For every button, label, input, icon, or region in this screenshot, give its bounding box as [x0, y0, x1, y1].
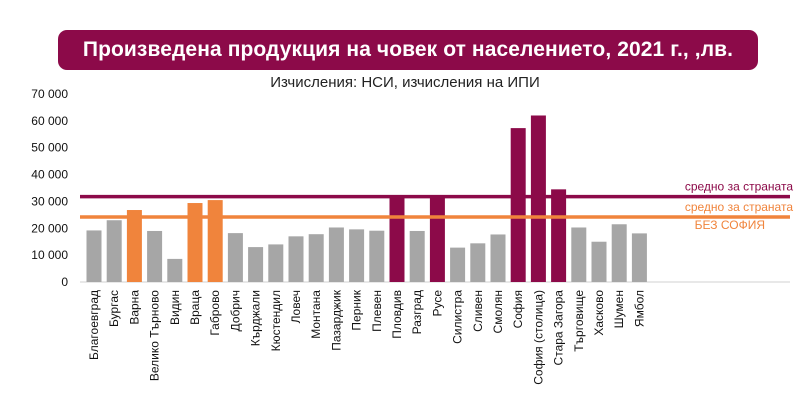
category-label: Сливен — [471, 290, 485, 332]
category-label: Шумен — [612, 290, 626, 328]
y-tick-label: 60 000 — [31, 114, 68, 128]
bar — [470, 243, 486, 282]
category-label: Силистра — [451, 290, 465, 344]
category-label: Хасково — [592, 290, 606, 336]
category-label: Габрово — [208, 290, 222, 336]
bar — [510, 128, 526, 282]
category-label: Пловдив — [390, 290, 404, 339]
bar — [631, 233, 647, 282]
bar — [551, 189, 567, 282]
category-label: София (столица) — [531, 290, 545, 385]
chart-title: Произведена продукция на човек от населе… — [58, 30, 758, 70]
category-label: Плевен — [370, 290, 384, 332]
bar — [450, 247, 466, 282]
bar — [147, 230, 163, 282]
bar — [308, 234, 324, 282]
y-tick-label: 40 000 — [31, 168, 68, 182]
y-tick-label: 20 000 — [31, 221, 68, 235]
bar — [268, 244, 284, 282]
y-tick-label: 70 000 — [31, 87, 68, 101]
bar — [591, 241, 607, 282]
category-label: Враца — [188, 290, 202, 325]
bar — [349, 229, 365, 282]
bar — [86, 230, 102, 282]
bar — [126, 210, 142, 282]
y-tick-label: 10 000 — [31, 248, 68, 262]
bar — [106, 220, 122, 282]
category-label: София — [511, 290, 525, 328]
category-label: Монтана — [309, 290, 323, 339]
bar — [248, 247, 264, 282]
category-label: Ловеч — [289, 290, 303, 323]
bar — [490, 234, 506, 282]
bar — [571, 227, 587, 282]
bar — [167, 258, 183, 282]
bar — [369, 230, 385, 282]
category-label: Разград — [410, 290, 424, 334]
category-label: Ямбол — [632, 290, 646, 327]
bar — [611, 224, 627, 282]
reference-line-label: средно за страната — [685, 180, 793, 194]
bar — [429, 196, 445, 282]
category-label: Кърджали — [249, 290, 263, 346]
bar — [187, 203, 203, 282]
category-label: Пазарджик — [329, 289, 343, 350]
bar — [288, 236, 304, 282]
bar — [227, 233, 243, 282]
reference-line-label: БЕЗ СОФИЯ — [695, 218, 765, 232]
category-label: Търговище — [572, 290, 586, 352]
category-label: Стара Загора — [552, 290, 566, 366]
chart-subtitle: Изчисления: НСИ, изчисления на ИПИ — [270, 74, 540, 91]
category-label: Русе — [430, 290, 444, 317]
category-label: Варна — [127, 290, 141, 325]
category-label: Благоевград — [87, 290, 101, 360]
category-label: Кюстендил — [269, 290, 283, 351]
bar — [530, 115, 546, 282]
category-label: Видин — [168, 290, 182, 325]
y-tick-label: 0 — [61, 275, 68, 289]
y-tick-label: 30 000 — [31, 194, 68, 208]
category-label: Бургас — [107, 290, 121, 327]
bar — [389, 196, 405, 282]
bar — [409, 230, 425, 282]
reference-line-label: средно за страната — [685, 200, 793, 214]
category-label: Перник — [350, 289, 364, 330]
category-label: Добрич — [228, 290, 242, 331]
bar — [328, 227, 344, 282]
y-tick-label: 50 000 — [31, 141, 68, 155]
category-label: Велико Търново — [148, 290, 162, 381]
category-label: Смолян — [491, 290, 505, 333]
bar — [207, 200, 223, 282]
